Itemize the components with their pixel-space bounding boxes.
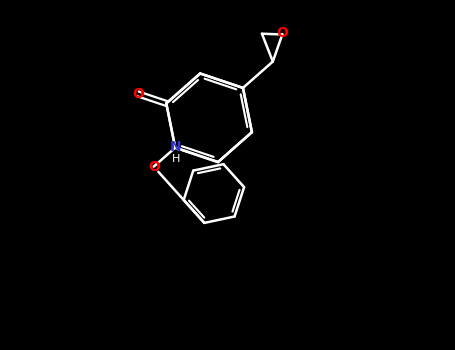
Text: O: O — [148, 160, 160, 174]
Text: H: H — [172, 154, 181, 163]
Text: O: O — [132, 87, 144, 101]
Text: N: N — [169, 140, 181, 154]
Text: O: O — [276, 27, 288, 41]
